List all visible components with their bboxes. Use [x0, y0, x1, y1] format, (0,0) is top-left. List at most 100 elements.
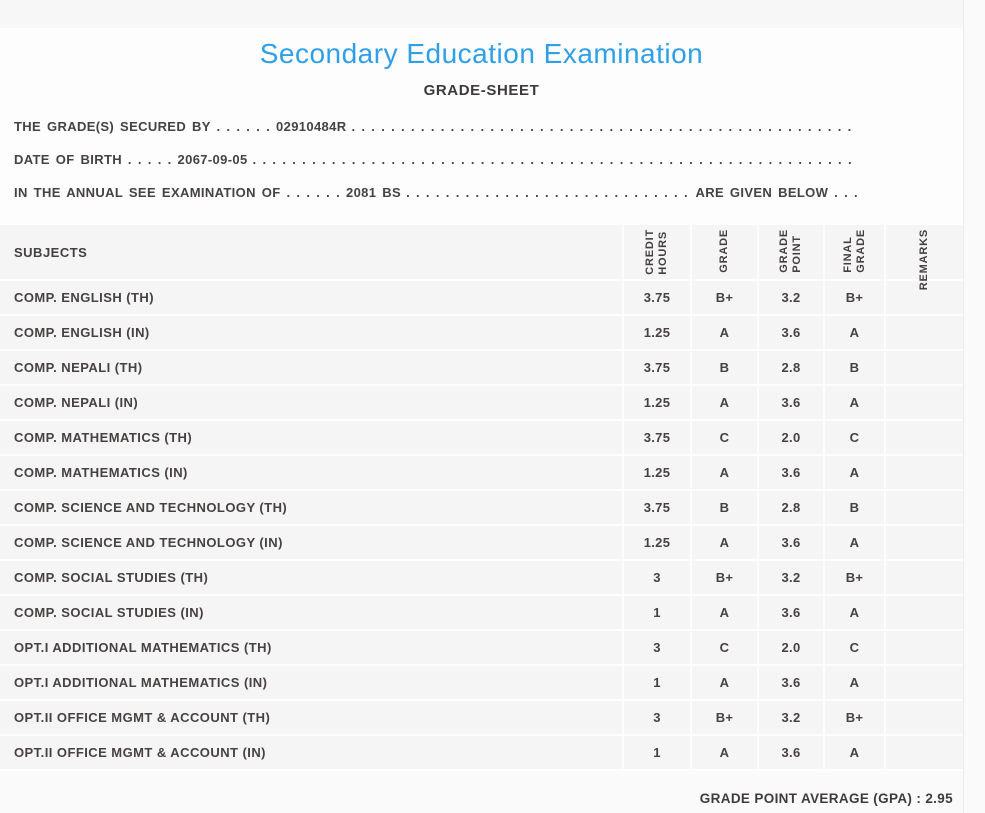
credit-hours-header: CREDIT HOURS	[624, 225, 690, 279]
remarks-cell	[886, 421, 963, 454]
subject-cell: COMP. SOCIAL STUDIES (TH)	[0, 561, 622, 594]
final-grade-header: FINAL GRADE	[825, 225, 884, 279]
credit-hours-cell: 1	[624, 596, 690, 629]
grade-cell: C	[692, 421, 757, 454]
grade-point-cell: 3.2	[759, 561, 823, 594]
remarks-cell	[886, 281, 963, 314]
grade-header: GRADE	[692, 225, 757, 279]
grade-point-cell: 2.0	[759, 631, 823, 664]
final-grade-cell: A	[825, 666, 884, 699]
remarks-cell	[886, 386, 963, 419]
scrollbar-gutter[interactable]	[963, 0, 985, 813]
remarks-cell	[886, 456, 963, 489]
remarks-cell	[886, 526, 963, 559]
remarks-cell	[886, 736, 963, 769]
final-grade-cell: A	[825, 596, 884, 629]
grade-cell: B+	[692, 281, 757, 314]
credit-hours-cell: 1	[624, 736, 690, 769]
grade-table: SUBJECTS CREDIT HOURS GRADE GRADE POINT …	[0, 225, 963, 769]
remarks-cell	[886, 491, 963, 524]
info-line-secured-by: THE GRADE(S) SECURED BY . . . . . . 0291…	[14, 110, 858, 143]
final-grade-cell: A	[825, 736, 884, 769]
grade-point-cell: 3.6	[759, 596, 823, 629]
grade-point-cell: 2.0	[759, 421, 823, 454]
examination-text: IN THE ANNUAL SEE EXAMINATION OF . . . .…	[14, 185, 402, 200]
grade-point-header-label: GRADE POINT	[778, 229, 803, 273]
dot-leader: . . . . . . . . . . . . . . . . . . . . …	[406, 185, 690, 200]
grade-cell: B	[692, 351, 757, 384]
table-row: OPT.II OFFICE MGMT & ACCOUNT (TH) 3 B+ 3…	[0, 701, 963, 734]
grade-header-label: GRADE	[718, 229, 730, 273]
remarks-header: REMARKS	[886, 225, 963, 290]
subject-cell: OPT.I ADDITIONAL MATHEMATICS (IN)	[0, 666, 622, 699]
table-row: COMP. MATHEMATICS (TH) 3.75 C 2.0 C	[0, 421, 963, 454]
subject-cell: COMP. ENGLISH (IN)	[0, 316, 622, 349]
subject-cell: OPT.II OFFICE MGMT & ACCOUNT (IN)	[0, 736, 622, 769]
final-grade-cell: C	[825, 421, 884, 454]
info-line-date-of-birth: DATE OF BIRTH . . . . . 2067-09-05 . . .…	[14, 143, 858, 176]
subject-cell: COMP. SOCIAL STUDIES (IN)	[0, 596, 622, 629]
subject-cell: OPT.I ADDITIONAL MATHEMATICS (TH)	[0, 631, 622, 664]
grade-point-cell: 3.6	[759, 736, 823, 769]
credit-hours-cell: 1.25	[624, 526, 690, 559]
subject-cell: COMP. ENGLISH (TH)	[0, 281, 622, 314]
grade-cell: A	[692, 456, 757, 489]
final-grade-cell: A	[825, 526, 884, 559]
subject-cell: COMP. MATHEMATICS (TH)	[0, 421, 622, 454]
grade-cell: B	[692, 491, 757, 524]
subject-cell: COMP. NEPALI (IN)	[0, 386, 622, 419]
table-row: COMP. SOCIAL STUDIES (IN) 1 A 3.6 A	[0, 596, 963, 629]
credit-hours-cell: 3	[624, 561, 690, 594]
table-header-row: SUBJECTS CREDIT HOURS GRADE GRADE POINT …	[0, 225, 963, 290]
final-grade-cell: B+	[825, 561, 884, 594]
date-of-birth-text: DATE OF BIRTH . . . . . 2067-09-05	[14, 152, 248, 167]
info-line-examination: IN THE ANNUAL SEE EXAMINATION OF . . . .…	[14, 176, 858, 209]
remarks-cell	[886, 596, 963, 629]
remarks-cell	[886, 561, 963, 594]
grade-point-cell: 3.6	[759, 386, 823, 419]
final-grade-cell: A	[825, 316, 884, 349]
table-row: COMP. SCIENCE AND TECHNOLOGY (TH) 3.75 B…	[0, 491, 963, 524]
credit-hours-cell: 3.75	[624, 351, 690, 384]
grade-cell: A	[692, 316, 757, 349]
subject-cell: COMP. MATHEMATICS (IN)	[0, 456, 622, 489]
grade-sheet-document: Secondary Education Examination GRADE-SH…	[0, 38, 963, 813]
remarks-cell	[886, 631, 963, 664]
grade-point-cell: 3.2	[759, 701, 823, 734]
secured-by-text: THE GRADE(S) SECURED BY . . . . . . 0291…	[14, 119, 347, 134]
credit-hours-header-label: CREDIT HOURS	[644, 229, 669, 275]
grade-point-cell: 3.2	[759, 281, 823, 314]
sheet-subtitle: GRADE-SHEET	[423, 82, 540, 99]
grade-point-cell: 2.8	[759, 491, 823, 524]
final-grade-cell: B+	[825, 281, 884, 314]
subject-cell: OPT.II OFFICE MGMT & ACCOUNT (TH)	[0, 701, 622, 734]
credit-hours-cell: 1	[624, 666, 690, 699]
grade-cell: A	[692, 596, 757, 629]
remarks-cell	[886, 701, 963, 734]
final-grade-cell: C	[825, 631, 884, 664]
grade-cell: B+	[692, 561, 757, 594]
credit-hours-cell: 3.75	[624, 491, 690, 524]
subject-cell: COMP. SCIENCE AND TECHNOLOGY (TH)	[0, 491, 622, 524]
final-grade-cell: B	[825, 351, 884, 384]
grade-point-cell: 3.6	[759, 316, 823, 349]
grade-point-header: GRADE POINT	[759, 225, 823, 279]
final-grade-cell: B+	[825, 701, 884, 734]
table-row: COMP. ENGLISH (IN) 1.25 A 3.6 A	[0, 316, 963, 349]
grade-point-cell: 3.6	[759, 666, 823, 699]
table-row: OPT.II OFFICE MGMT & ACCOUNT (IN) 1 A 3.…	[0, 736, 963, 769]
table-row: COMP. ENGLISH (TH) 3.75 B+ 3.2 B+	[0, 281, 963, 314]
dot-leader: . . . . . . . . . . . . . . . . . . . . …	[252, 152, 858, 167]
gpa-footer: GRADE POINT AVERAGE (GPA) : 2.95	[0, 771, 963, 813]
table-row: OPT.I ADDITIONAL MATHEMATICS (IN) 1 A 3.…	[0, 666, 963, 699]
subjects-header: SUBJECTS	[0, 225, 622, 279]
subject-cell: COMP. SCIENCE AND TECHNOLOGY (IN)	[0, 526, 622, 559]
table-row: COMP. MATHEMATICS (IN) 1.25 A 3.6 A	[0, 456, 963, 489]
table-row: OPT.I ADDITIONAL MATHEMATICS (TH) 3 C 2.…	[0, 631, 963, 664]
grade-cell: A	[692, 526, 757, 559]
final-grade-cell: B	[825, 491, 884, 524]
grade-point-cell: 3.6	[759, 456, 823, 489]
subjects-header-label: SUBJECTS	[14, 244, 88, 260]
candidate-info: THE GRADE(S) SECURED BY . . . . . . 0291…	[0, 110, 963, 209]
remarks-cell	[886, 316, 963, 349]
